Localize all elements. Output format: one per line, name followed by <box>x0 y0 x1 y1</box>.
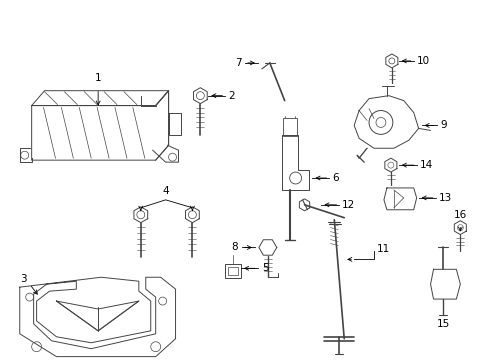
Text: 6: 6 <box>332 173 339 183</box>
Text: 11: 11 <box>377 244 390 255</box>
Text: 10: 10 <box>416 56 430 66</box>
Text: 8: 8 <box>231 243 238 252</box>
Text: 13: 13 <box>439 193 452 203</box>
Text: 4: 4 <box>162 186 169 196</box>
Text: 5: 5 <box>262 263 269 273</box>
Bar <box>283 118 296 136</box>
Bar <box>228 267 238 275</box>
Text: 2: 2 <box>228 91 235 101</box>
Text: 16: 16 <box>454 210 467 220</box>
Text: 9: 9 <box>441 121 447 130</box>
Text: 7: 7 <box>235 58 242 68</box>
Text: 14: 14 <box>419 160 433 170</box>
Text: 3: 3 <box>21 274 27 284</box>
Text: 15: 15 <box>437 319 450 329</box>
Text: 12: 12 <box>342 200 355 210</box>
Text: 1: 1 <box>95 73 101 83</box>
Bar <box>225 264 241 278</box>
